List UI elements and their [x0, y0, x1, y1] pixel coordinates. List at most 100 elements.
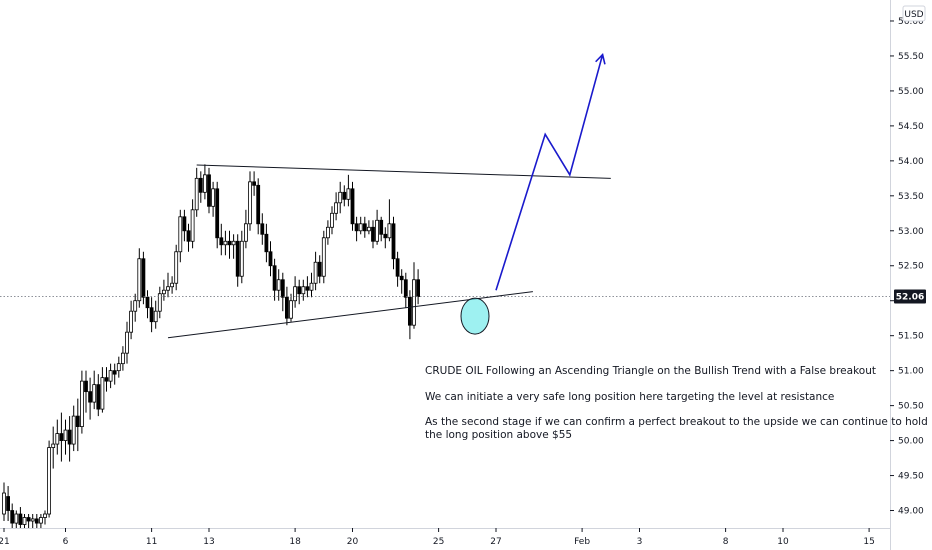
currency-box — [902, 5, 926, 22]
candle-body — [403, 279, 408, 298]
price-tick-label: 54.00 — [898, 157, 924, 167]
candle-body — [215, 188, 220, 239]
candle-body — [358, 223, 363, 232]
candle-body — [166, 286, 170, 291]
candle — [6, 486, 10, 522]
candle — [129, 300, 134, 340]
candle — [182, 209, 187, 242]
candle — [88, 377, 92, 420]
time-tick-label: 13 — [203, 537, 214, 547]
candle — [141, 251, 146, 305]
price-tick-label: 51.00 — [898, 367, 924, 377]
time-tick-label: 21 — [0, 537, 10, 547]
candle — [354, 216, 359, 242]
time-tick-label: 18 — [289, 537, 301, 547]
candle — [219, 223, 224, 256]
candle-body — [14, 513, 19, 524]
candle-body — [47, 447, 51, 515]
currency-label[interactable]: USD — [902, 5, 926, 22]
candle — [108, 363, 113, 389]
candle-body — [354, 223, 359, 232]
candle — [260, 213, 265, 245]
price-tick-label: 55.00 — [898, 87, 924, 97]
candle — [215, 181, 220, 249]
candle — [334, 192, 339, 221]
candle-body — [202, 174, 207, 193]
candle-body — [108, 370, 113, 382]
candle — [313, 251, 318, 291]
candle — [235, 234, 240, 287]
candle-body — [366, 226, 371, 232]
time-tick-label: 20 — [347, 537, 359, 547]
candle — [190, 199, 195, 249]
candle — [403, 272, 408, 308]
candle — [112, 363, 117, 385]
time-axis[interactable]: 21 6 11 13 18 20 25 27 Feb 3 8 10 15 — [0, 528, 875, 547]
candle-body — [116, 363, 121, 372]
notes: CRUDE OIL Following an Ascending Triangl… — [425, 365, 928, 441]
note-line-2: We can initiate a very safe long positio… — [425, 391, 834, 403]
candle-body — [55, 433, 60, 445]
candle — [55, 419, 60, 455]
candle-body — [289, 300, 293, 319]
candle — [268, 241, 273, 277]
candle — [383, 227, 388, 249]
candle — [239, 230, 244, 284]
candle-body — [92, 384, 97, 403]
candle — [248, 171, 252, 231]
candle-body — [96, 384, 101, 410]
price-tick-label: 51.50 — [898, 332, 924, 342]
candle-body — [63, 429, 68, 441]
candle — [51, 426, 56, 469]
candle-body — [399, 275, 404, 281]
candle — [96, 374, 101, 417]
candle-body — [407, 296, 412, 326]
candle-body — [223, 240, 228, 246]
candle-body — [317, 261, 322, 277]
candle-body — [190, 209, 195, 242]
candle — [174, 244, 179, 291]
candle — [22, 514, 27, 528]
candle-body — [284, 296, 289, 319]
candle-body — [313, 261, 318, 284]
candle-body — [207, 174, 211, 207]
time-tick-label: 8 — [723, 537, 729, 547]
candle-body — [186, 230, 191, 242]
candle-body — [59, 433, 64, 441]
candle-body — [297, 286, 302, 295]
candle — [416, 269, 421, 305]
candle — [243, 209, 248, 249]
candle-body — [43, 513, 47, 518]
candle-body — [260, 223, 265, 235]
candle-body — [10, 510, 15, 524]
candle-body — [301, 286, 306, 295]
candle — [297, 279, 302, 305]
candle-body — [125, 331, 129, 354]
candle — [47, 440, 51, 518]
price-tick-label: 49.00 — [898, 507, 924, 517]
candle-body — [231, 240, 236, 246]
candle — [170, 276, 175, 294]
candle-body — [22, 517, 27, 525]
candle-body — [235, 240, 240, 277]
candle-body — [170, 282, 175, 288]
candle-body — [145, 296, 150, 309]
candle-body — [75, 415, 80, 427]
candle — [358, 216, 363, 235]
candle-body — [362, 223, 367, 232]
candle — [43, 510, 47, 525]
candle — [391, 216, 396, 270]
candle — [137, 248, 142, 308]
candle — [284, 286, 289, 326]
candle-body — [84, 380, 88, 393]
candle-body — [248, 181, 252, 225]
candle — [399, 269, 404, 294]
candle — [330, 206, 334, 235]
candle-body — [272, 265, 277, 291]
candle-body — [112, 370, 117, 375]
candle-body — [174, 251, 179, 284]
candle — [407, 290, 412, 340]
candle-body — [227, 240, 232, 246]
candle — [63, 419, 68, 455]
